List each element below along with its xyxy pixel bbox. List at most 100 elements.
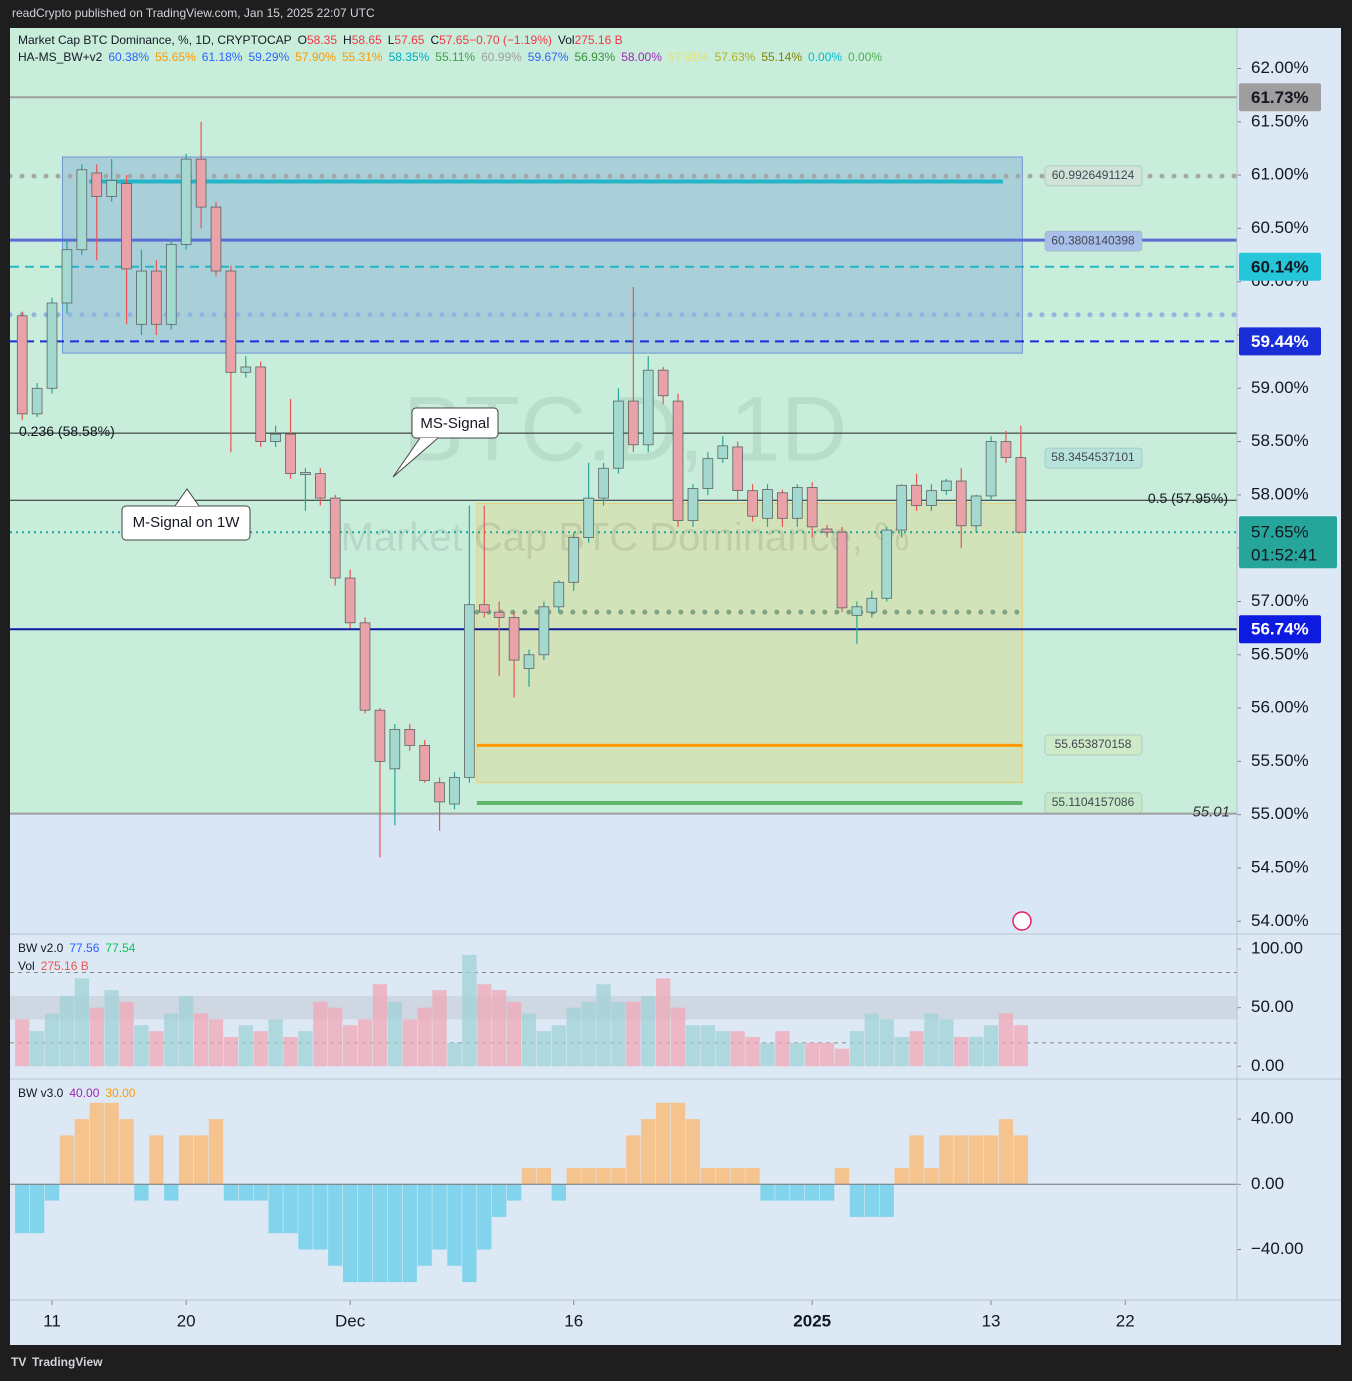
volume-bar xyxy=(29,1031,45,1067)
candle-body xyxy=(717,445,729,460)
ohlc-label: H xyxy=(343,33,352,47)
y-tick-label: 61.50% xyxy=(1251,111,1309,130)
volume-bar xyxy=(834,1048,850,1067)
candle-body xyxy=(926,490,937,506)
y-tick-label: 55.00% xyxy=(1251,804,1309,823)
histogram-bar xyxy=(462,1184,477,1283)
indicator-value: 55.14% xyxy=(761,50,802,64)
histogram-bar xyxy=(59,1135,75,1185)
callout-pointer xyxy=(392,437,439,478)
indicator-value: 57.90% xyxy=(295,50,336,64)
zone-box xyxy=(476,502,1023,784)
candle-body xyxy=(702,458,714,489)
volume-bar xyxy=(670,1007,686,1067)
price-badge xyxy=(1239,83,1321,112)
histogram-bar xyxy=(536,1168,552,1185)
candle-body xyxy=(508,617,520,661)
ohlc-value: 57.65 xyxy=(394,33,424,47)
volume-bar xyxy=(998,1013,1014,1067)
volume-bar xyxy=(760,1042,775,1067)
price-badge xyxy=(1239,615,1321,644)
volume-bar xyxy=(74,978,89,1067)
indicator-value: 58.00% xyxy=(621,50,662,64)
candle-body xyxy=(61,249,73,304)
ohlc-value: 275.16 B xyxy=(575,33,623,47)
x-tick-label: Dec xyxy=(335,1311,366,1330)
price-badge xyxy=(1239,327,1321,356)
volume-bar xyxy=(983,1025,999,1067)
price-label: 58.3454537101 xyxy=(1051,450,1135,464)
y-tick-label: 57.00% xyxy=(1251,591,1309,610)
volume-bar xyxy=(790,1042,805,1067)
candle-body xyxy=(389,729,401,770)
publisher: readCrypto published on TradingView.com,… xyxy=(12,6,375,20)
y-tick-label: 58.00% xyxy=(1251,484,1309,503)
candle-body xyxy=(866,597,878,613)
legend-line: Market Cap BTC Dominance, %, 1D, CRYPTOC… xyxy=(18,33,623,47)
candle-body xyxy=(821,528,833,533)
ohlc-value: −0.70 (−1.19%) xyxy=(469,33,552,47)
histogram-bar xyxy=(164,1184,179,1201)
histogram-bar xyxy=(372,1184,388,1283)
line-tag: 55.01 xyxy=(1192,804,1230,821)
volume-bar xyxy=(611,1001,626,1067)
candle-body xyxy=(970,495,982,527)
histogram-bar xyxy=(566,1168,581,1185)
indicator-pane xyxy=(10,1102,1237,1283)
histogram-bar xyxy=(790,1184,805,1201)
candle-body xyxy=(985,441,997,497)
price-label-box xyxy=(1044,792,1143,814)
volume-bar xyxy=(819,1042,835,1067)
volume-bar xyxy=(477,984,492,1067)
candle-body xyxy=(762,489,773,519)
fib-label: 0.236 (58.58%) xyxy=(19,423,115,439)
candle-body xyxy=(359,622,371,711)
volume-bar xyxy=(268,1019,283,1067)
candle-body xyxy=(344,577,356,624)
last-price-badge xyxy=(1239,516,1337,569)
histogram-bar xyxy=(909,1135,924,1185)
brand: TradingView xyxy=(32,1355,103,1369)
candle-body xyxy=(329,497,341,579)
fib-label: 0.5 (57.95%) xyxy=(1148,490,1228,506)
callout: M-Signal on 1W xyxy=(133,514,241,531)
candle-body xyxy=(374,709,386,762)
histogram-bar xyxy=(626,1135,641,1185)
candle-body xyxy=(270,433,281,442)
candle-body xyxy=(91,172,103,197)
histogram-bar xyxy=(715,1168,730,1185)
indicator-value: 60.38% xyxy=(108,50,149,64)
indicator-name: HA-MS_BW+v2 xyxy=(18,50,103,64)
volume-bar xyxy=(149,1031,164,1067)
histogram-bar xyxy=(834,1168,850,1185)
histogram-bar xyxy=(492,1184,507,1217)
price-label: 60.3808140398 xyxy=(1051,233,1135,247)
y-tick-label: 60.50% xyxy=(1251,218,1309,237)
candle-body xyxy=(672,400,684,521)
histogram-bar xyxy=(179,1135,194,1185)
candle-body xyxy=(657,369,669,397)
volume-bar xyxy=(179,995,194,1067)
candle-body xyxy=(419,744,430,781)
volume-bar xyxy=(939,1019,954,1067)
candle-body xyxy=(165,243,177,325)
histogram-bar xyxy=(74,1119,89,1185)
candle-body xyxy=(493,611,505,618)
candle-body xyxy=(791,487,803,519)
lower-zone xyxy=(10,813,1237,933)
candle-body xyxy=(955,480,967,527)
candle-body xyxy=(16,315,28,415)
candle-body xyxy=(538,606,550,656)
histogram-bar xyxy=(29,1184,45,1234)
volume-bar xyxy=(238,1025,253,1067)
histogram-bar xyxy=(641,1119,656,1185)
volume-bar xyxy=(59,995,75,1067)
histogram-bar xyxy=(268,1184,283,1234)
histogram-bar xyxy=(134,1184,149,1201)
candle-body xyxy=(121,183,132,270)
candle-body xyxy=(315,473,326,499)
x-tick-label: 16 xyxy=(564,1311,583,1330)
histogram-bar xyxy=(387,1184,403,1283)
ohlc-label: O xyxy=(298,33,307,47)
